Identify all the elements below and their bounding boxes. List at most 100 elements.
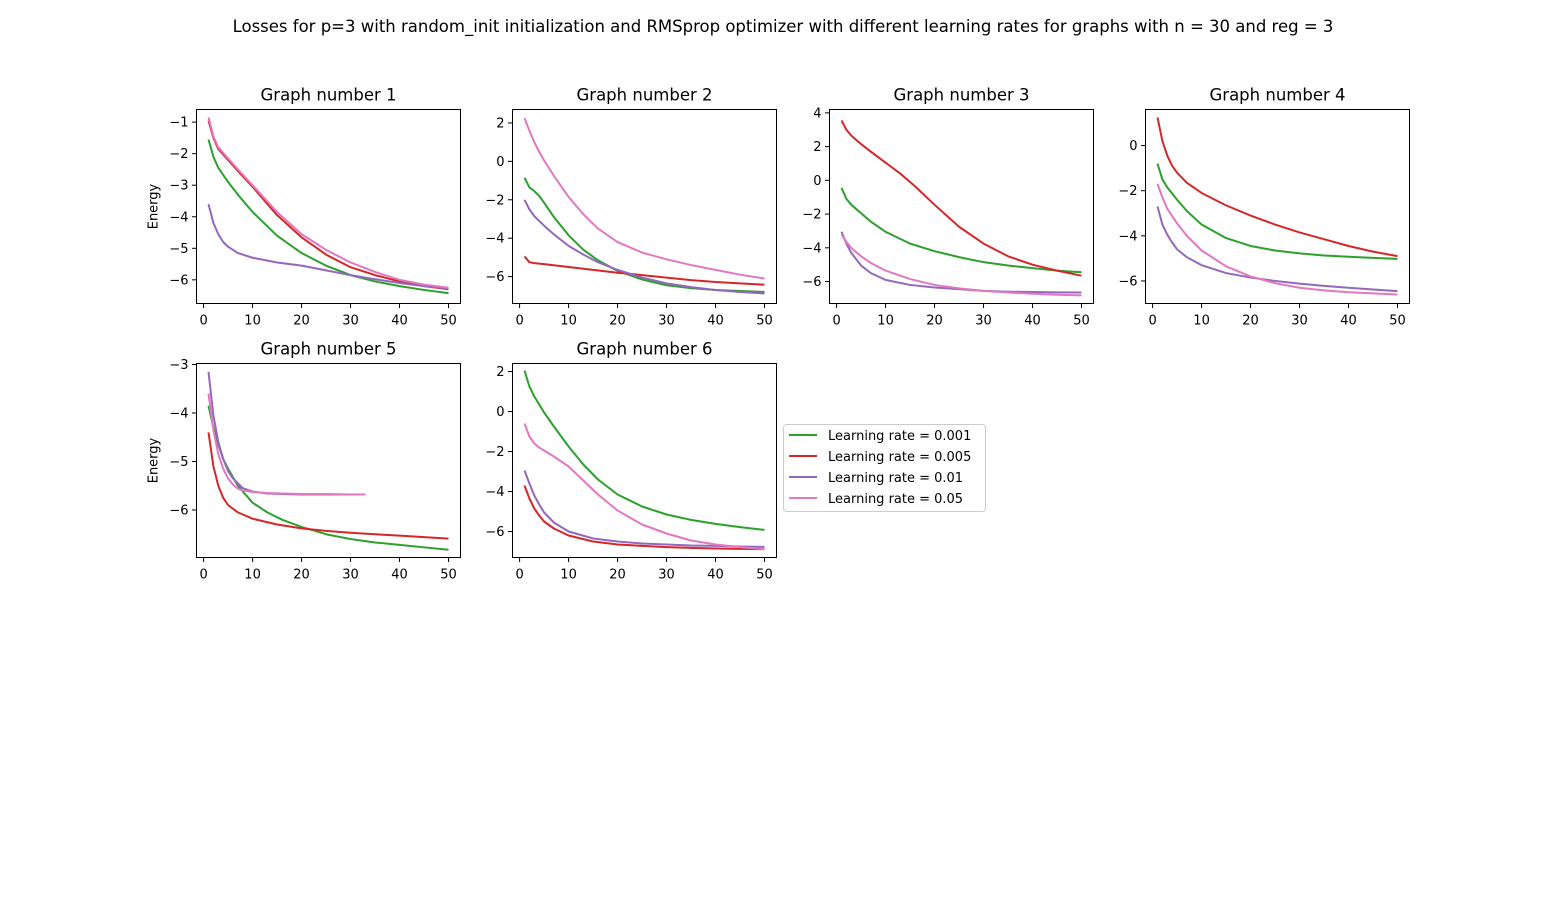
legend-frame (783, 424, 986, 512)
x-tick-label: 30 (342, 314, 359, 329)
x-tick-label: 20 (926, 314, 943, 329)
y-tick-label: 0 (496, 155, 504, 170)
x-tick-label: 30 (658, 314, 675, 329)
y-tick-label: −5 (169, 242, 188, 257)
subplot-graph-5: Graph number 5 Energy 0 10 20 30 40 50 −6 −5 −4 −… (147, 340, 461, 583)
x-tick-label: 40 (707, 568, 724, 583)
x-tick-label: 0 (199, 314, 207, 329)
legend-label-lr-0.005: Learning rate = 0.005 (828, 450, 971, 465)
axes-frame (512, 109, 777, 304)
series-line-0.001 (840, 187, 1082, 274)
plot-area (523, 117, 765, 295)
x-tick-label: 40 (1340, 314, 1357, 329)
y-tick-label: 0 (496, 405, 504, 420)
x-tick-label: 40 (391, 568, 408, 583)
series-line-0.01 (523, 199, 765, 295)
subplot-title: Graph number 6 (577, 340, 713, 359)
x-tick-label: 20 (609, 568, 626, 583)
figure-title: Losses for p=3 with random_init initiali… (233, 17, 1334, 37)
axes-frame (196, 109, 461, 304)
y-tick-label: −2 (485, 445, 504, 460)
x-tick-label: 30 (342, 568, 359, 583)
axes-frame (196, 363, 461, 558)
x-tick-label: 50 (440, 568, 457, 583)
y-tick-label: 0 (1129, 139, 1137, 154)
y-tick-label: −1 (169, 116, 188, 131)
legend: Learning rate = 0.001 Learning rate = 0.… (783, 424, 986, 512)
x-tick-label: 30 (658, 568, 675, 583)
y-tick-label: −2 (1118, 184, 1137, 199)
series-line-0.005 (207, 432, 449, 540)
x-tick-label: 50 (1389, 314, 1406, 329)
y-tick-label: −6 (485, 270, 504, 285)
axes-frame (829, 109, 1094, 304)
series-line-0.05 (1156, 183, 1398, 296)
series-line-0.05 (207, 117, 449, 289)
series-line-0.005 (523, 485, 765, 551)
series-line-0.001 (207, 139, 449, 295)
subplot-graph-3: Graph number 3 0 10 20 30 40 50 −6 −4 −2 0 2 4 (802, 86, 1094, 329)
x-tick-label: 10 (244, 314, 261, 329)
legend-label-lr-0.001: Learning rate = 0.001 (828, 429, 971, 444)
series-line-0.005 (840, 120, 1082, 277)
x-tick-label: 10 (877, 314, 894, 329)
series-line-0.005 (523, 255, 765, 286)
y-tick-label: −3 (169, 358, 188, 373)
x-tick-label: 20 (609, 314, 626, 329)
x-tick-label: 10 (560, 314, 577, 329)
y-tick-label: 2 (496, 116, 504, 131)
y-tick-label: −4 (1118, 229, 1137, 244)
series-line-0.005 (1156, 117, 1398, 258)
y-tick-label: −4 (485, 232, 504, 247)
y-tick-label: −4 (169, 210, 188, 225)
x-tick-label: 50 (756, 314, 773, 329)
x-tick-label: 0 (515, 314, 523, 329)
y-axis-label: Energy (147, 183, 162, 229)
y-tick-label: −2 (169, 147, 188, 162)
x-tick-label: 20 (1242, 314, 1259, 329)
subplot-graph-2: Graph number 2 0 10 20 30 40 50 −6 −4 −2 0 2 (485, 86, 777, 329)
x-tick-label: 20 (293, 568, 310, 583)
plot-area (1156, 117, 1398, 296)
x-tick-label: 0 (1148, 314, 1156, 329)
x-tick-label: 40 (391, 314, 408, 329)
y-tick-label: −6 (169, 273, 188, 288)
x-tick-label: 30 (1291, 314, 1308, 329)
series-line-0.005 (207, 120, 449, 291)
y-tick-label: −4 (802, 241, 821, 256)
y-tick-label: −2 (802, 208, 821, 223)
x-tick-label: 0 (832, 314, 840, 329)
series-line-0.05 (207, 393, 366, 496)
plot-area (840, 120, 1082, 297)
y-axis-label: Energy (147, 437, 162, 483)
axes-frame (512, 363, 777, 558)
x-tick-label: 0 (515, 568, 523, 583)
subplot-title: Graph number 5 (261, 340, 397, 359)
x-tick-label: 50 (756, 568, 773, 583)
x-tick-label: 40 (1024, 314, 1041, 329)
subplot-title: Graph number 3 (894, 86, 1030, 105)
axes-frame (1145, 109, 1410, 304)
y-tick-label: −6 (1118, 274, 1137, 289)
subplot-graph-4: Graph number 4 0 10 20 30 40 50 −6 −4 −2 0 (1118, 86, 1410, 329)
series-line-0.05 (523, 117, 765, 280)
subplot-title: Graph number 1 (261, 86, 397, 105)
subplot-title: Graph number 2 (577, 86, 713, 105)
y-tick-label: 2 (813, 140, 821, 155)
x-tick-label: 40 (707, 314, 724, 329)
x-tick-label: 0 (199, 568, 207, 583)
legend-label-lr-0.01: Learning rate = 0.01 (828, 471, 963, 486)
series-line-0.01 (207, 203, 449, 290)
series-line-0.01 (1156, 206, 1398, 293)
y-tick-label: −6 (169, 503, 188, 518)
plot-area (207, 117, 449, 295)
x-tick-label: 20 (293, 314, 310, 329)
y-tick-label: −6 (802, 275, 821, 290)
series-line-0.05 (523, 423, 765, 551)
series-line-0.001 (1156, 163, 1398, 260)
x-tick-label: 50 (440, 314, 457, 329)
plot-area (523, 370, 765, 551)
subplot-graph-1: Graph number 1 Energy 0 10 20 30 40 50 −6 −5 −4 −… (147, 86, 461, 329)
y-tick-label: −4 (169, 406, 188, 421)
y-tick-label: −3 (169, 179, 188, 194)
